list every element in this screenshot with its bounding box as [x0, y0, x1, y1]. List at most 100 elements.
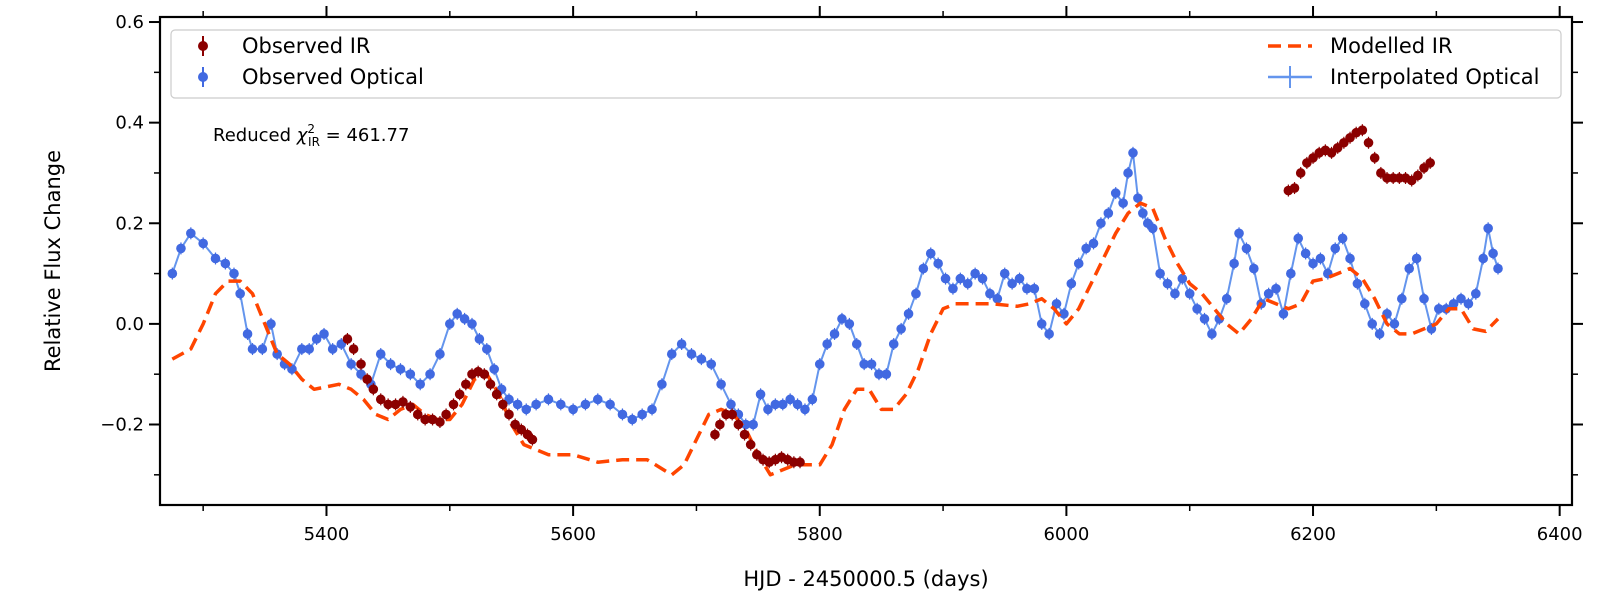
legend-item-observed-optical: Observed Optical	[198, 65, 424, 89]
optical-point	[822, 339, 832, 349]
ir-point	[348, 344, 359, 354]
y-tick-label: 0.0	[115, 314, 144, 335]
optical-point	[1367, 319, 1378, 329]
ir-point	[441, 409, 451, 420]
optical-point	[304, 344, 315, 354]
optical-point	[1036, 319, 1047, 329]
optical-point	[866, 359, 877, 369]
ir-point	[362, 374, 372, 385]
x-tick-label: 6200	[1290, 524, 1336, 545]
ir-point	[454, 389, 465, 400]
optical-point	[686, 349, 697, 359]
optical-point	[1463, 298, 1474, 309]
legend-item-interpolated-optical: Interpolated Optical	[1268, 65, 1540, 89]
optical-point	[229, 268, 239, 279]
optical-point	[605, 399, 615, 410]
optical-point	[888, 339, 899, 349]
ir-point	[398, 397, 408, 407]
optical-point	[676, 339, 687, 349]
chi-square-annotation: Reduced χ2 IR = 461.77	[213, 122, 409, 149]
optical-point	[1488, 248, 1498, 259]
ir-point	[1369, 153, 1380, 163]
optical-point	[167, 268, 178, 279]
optical-point	[851, 339, 862, 349]
optical-point	[837, 314, 847, 324]
optical-point	[395, 364, 406, 374]
legend-item-observed-ir: Observed IR	[198, 34, 371, 58]
optical-point	[1419, 293, 1429, 304]
optical-point	[1221, 293, 1232, 304]
optical-point	[1263, 288, 1274, 299]
optical-point	[435, 349, 445, 359]
optical-point	[1014, 273, 1025, 284]
ir-point	[427, 414, 438, 425]
optical-point	[726, 399, 736, 410]
ir-point	[1295, 168, 1306, 178]
optical-point	[763, 404, 773, 415]
optical-point	[992, 293, 1003, 304]
ir-point	[491, 389, 502, 400]
legend-label-observed-ir: Observed IR	[242, 34, 371, 58]
optical-point	[1155, 268, 1165, 279]
ir-point	[733, 419, 744, 430]
optical-point	[297, 344, 307, 354]
optical-point	[955, 273, 966, 284]
ir-point	[1425, 158, 1435, 168]
ir-point	[745, 439, 756, 450]
optical-point	[444, 319, 455, 329]
optical-point	[543, 394, 554, 405]
optical-point	[1162, 278, 1173, 289]
optical-point	[198, 238, 208, 249]
optical-point	[933, 258, 943, 269]
optical-point	[1360, 298, 1370, 309]
optical-point	[1044, 329, 1054, 339]
legend-frame	[170, 29, 1562, 99]
observed-optical-layer	[167, 146, 1503, 431]
legend-label-observed-optical: Observed Optical	[242, 65, 424, 89]
optical-point	[1147, 223, 1158, 234]
ir-point	[739, 429, 750, 440]
optical-point	[247, 344, 258, 354]
optical-point	[319, 329, 329, 339]
optical-point	[1352, 278, 1363, 289]
optical-point	[257, 344, 268, 354]
ir-point	[504, 409, 514, 420]
optical-point	[970, 268, 980, 279]
x-tick-label: 6000	[1043, 524, 1089, 545]
optical-point	[807, 394, 818, 405]
optical-point	[1315, 253, 1326, 264]
optical-point	[1059, 309, 1069, 319]
optical-point	[1128, 148, 1138, 158]
optical-point	[748, 419, 758, 430]
observed-ir-layer	[342, 124, 1435, 469]
optical-point	[918, 263, 929, 274]
optical-point	[792, 399, 803, 410]
x-tick-label: 6400	[1537, 524, 1583, 545]
optical-point	[1088, 238, 1099, 249]
optical-point	[1207, 329, 1217, 339]
optical-point	[592, 394, 603, 405]
ir-point	[1413, 170, 1423, 181]
optical-point	[1170, 288, 1180, 299]
optical-point	[1249, 263, 1259, 274]
ir-point	[1357, 125, 1368, 135]
optical-point	[617, 409, 628, 420]
optical-point	[327, 344, 338, 354]
optical-point	[829, 329, 840, 339]
ir-point	[375, 394, 386, 405]
legend-marker-observed-ir	[198, 41, 208, 51]
optical-point	[874, 369, 884, 379]
y-tick-label: 0.2	[115, 213, 144, 234]
optical-point	[1330, 243, 1341, 254]
optical-point	[1229, 258, 1239, 269]
optical-point	[770, 399, 781, 410]
ir-point	[727, 409, 737, 420]
optical-point	[1118, 198, 1128, 208]
optical-point	[531, 399, 541, 410]
legend-label-interpolated-optical: Interpolated Optical	[1330, 65, 1540, 89]
optical-point	[1411, 253, 1422, 264]
optical-point	[881, 369, 892, 379]
optical-point	[1337, 233, 1348, 244]
optical-point	[346, 359, 356, 369]
